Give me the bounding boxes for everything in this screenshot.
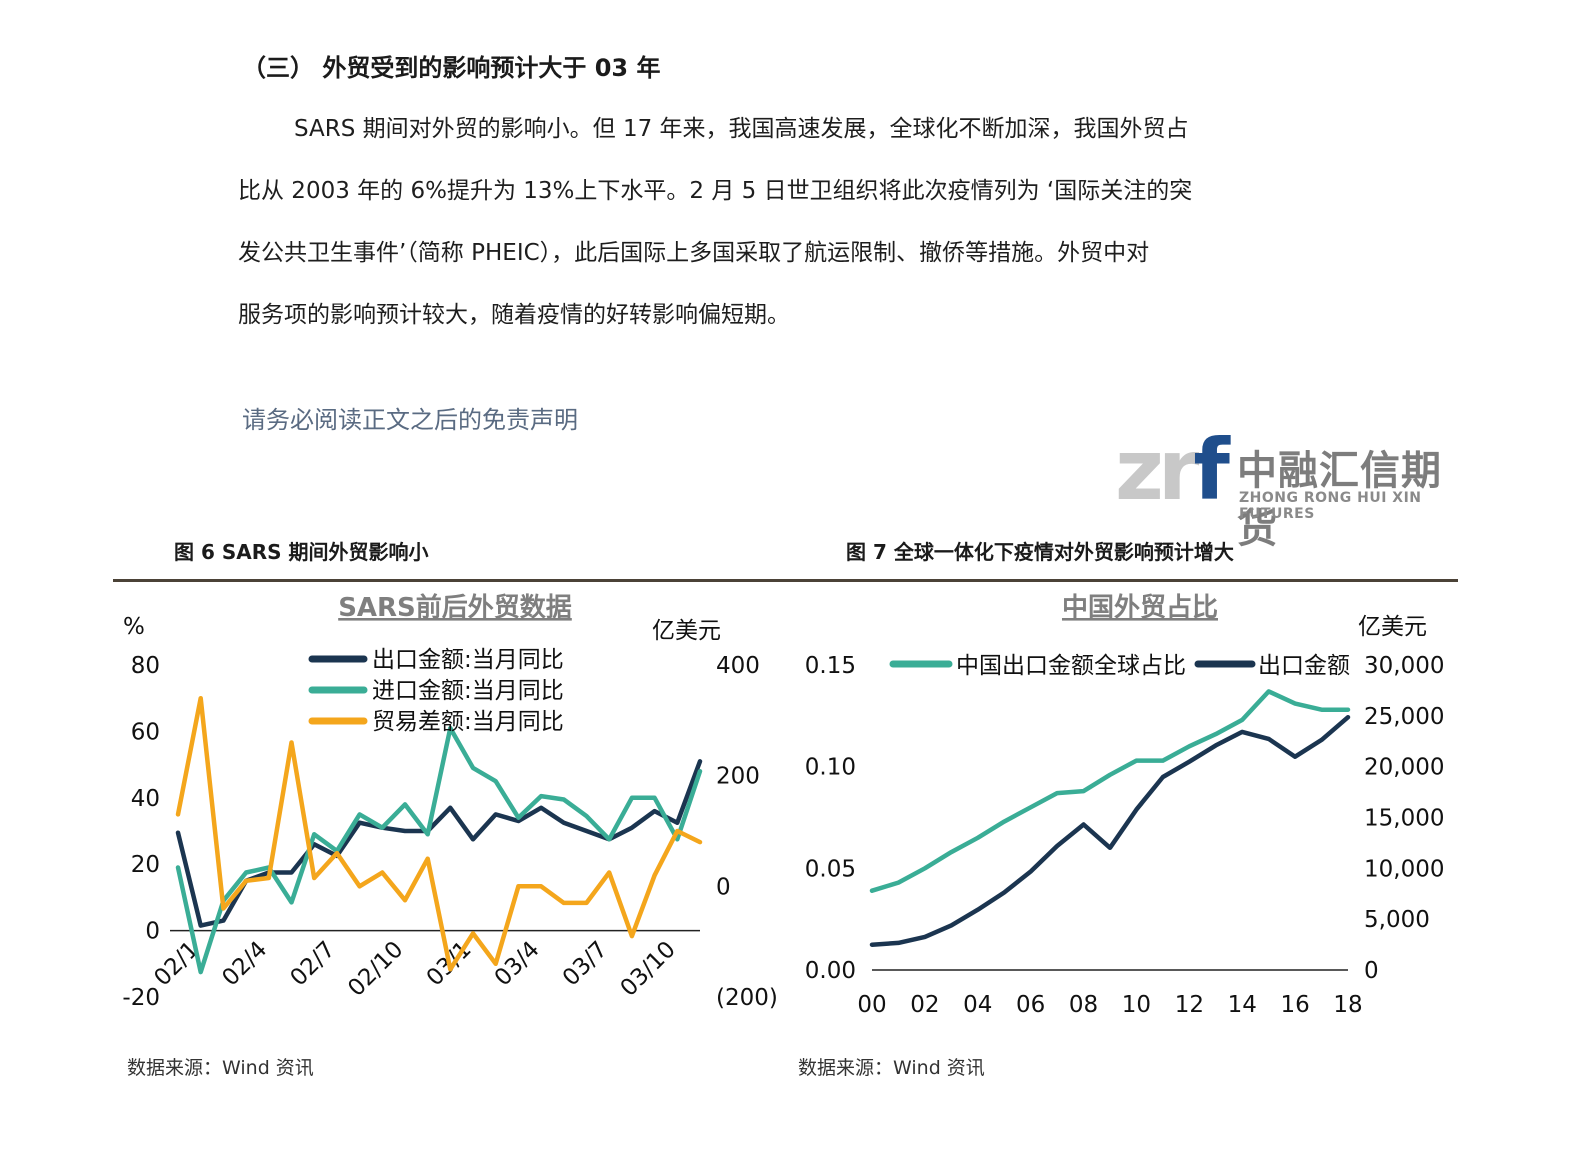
- x-tick-label: 02: [910, 992, 939, 1018]
- y-tick-left: 80: [131, 653, 160, 679]
- y-tick-left: 0.05: [805, 856, 856, 882]
- y-tick-right: (200): [716, 985, 778, 1011]
- y-axis-left-unit: %: [123, 614, 145, 640]
- figure-7-source: 数据来源：Wind 资讯: [798, 1057, 985, 1079]
- legend-label: 贸易差额:当月同比: [372, 709, 564, 735]
- series-line-2: [175, 725, 703, 975]
- y-tick-right: 20,000: [1364, 755, 1444, 781]
- legend-label: 出口金额: [1258, 653, 1350, 679]
- legend-label: 中国出口金额全球占比: [956, 653, 1186, 679]
- y-tick-right: 30,000: [1364, 653, 1444, 679]
- y-tick-left: 0: [145, 919, 160, 945]
- series-line-2: [869, 714, 1351, 947]
- figure-7-caption: 图 7 全球一体化下疫情对外贸影响预计增大: [846, 540, 1234, 564]
- body-paragraph: SARS 期间对外贸的影响小。但 17 年来，我国高速发展，全球化不断加深，我国…: [238, 98, 1338, 346]
- chart-sars-trade: SARS前后外贸数据% 亿美元806040200-204002000(200)02…: [122, 592, 778, 1011]
- chart-title: 中国外贸占比: [1062, 593, 1218, 623]
- y-tick-left: 0.10: [805, 755, 856, 781]
- series-line-1: [175, 759, 703, 928]
- x-tick-label: 12: [1175, 992, 1204, 1018]
- x-tick-label: 04: [963, 992, 992, 1018]
- x-tick-label: 06: [1016, 992, 1045, 1018]
- x-tick-label: 18: [1333, 992, 1362, 1018]
- y-tick-left: 20: [131, 852, 160, 878]
- legend-label: 出口金额:当月同比: [372, 647, 564, 673]
- section-title: （三） 外贸受到的影响预计大于 03 年: [242, 54, 661, 82]
- chart-title: SARS前后外贸数据: [338, 592, 572, 623]
- paragraph-line: SARS 期间对外贸的影响小。但 17 年来，我国高速发展，全球化不断加深，我国…: [294, 116, 1189, 142]
- y-tick-right: 25,000: [1364, 704, 1444, 730]
- y-tick-left: -20: [122, 985, 160, 1011]
- figure-6-source: 数据来源：Wind 资讯: [127, 1057, 314, 1079]
- y-tick-right: 400: [716, 653, 760, 679]
- y-tick-right: 5,000: [1364, 907, 1430, 933]
- y-tick-right: 15,000: [1364, 806, 1444, 832]
- x-tick-label: 10: [1122, 992, 1151, 1018]
- logo-chinese-name: 中融汇信期货: [1237, 448, 1442, 552]
- logo-english-name: ZHONG RONG HUI XIN FUTURES: [1239, 490, 1422, 522]
- y-tick-right: 10,000: [1364, 856, 1444, 882]
- paragraph-line: 发公共卫生事件’（简称 PHEIC），此后国际上多国采取了航运限制、撤侨等措施。…: [238, 240, 1150, 266]
- company-logo: zrf 中融汇信期货 ZHONG RONG HUI XIN FUTURES: [1115, 421, 1475, 552]
- y-axis-right-unit: 亿美元: [1358, 614, 1427, 640]
- x-tick-label: 00: [857, 992, 886, 1018]
- x-tick-label: 08: [1069, 992, 1098, 1018]
- disclaimer-text: 请务必阅读正文之后的免责声明: [242, 406, 578, 434]
- logo-mark: zrf: [1115, 421, 1230, 519]
- y-tick-right: 0: [1364, 958, 1379, 984]
- series-line-3: [175, 695, 703, 972]
- y-tick-left: 60: [131, 719, 160, 745]
- y-tick-left: 0.15: [805, 653, 856, 679]
- y-tick-left: 0.00: [805, 958, 856, 984]
- legend-label: 进口金额:当月同比: [372, 678, 564, 704]
- y-tick-right: 0: [716, 874, 731, 900]
- paragraph-line: 比从 2003 年的 6%提升为 13%上下水平。2 月 5 日世卫组织将此次疫…: [238, 178, 1193, 204]
- paragraph-line: 服务项的影响预计较大，随着疫情的好转影响偏短期。: [238, 302, 790, 328]
- series-line-1: [869, 689, 1351, 893]
- x-tick-label: 14: [1228, 992, 1257, 1018]
- y-tick-left: 40: [131, 786, 160, 812]
- y-tick-right: 200: [716, 764, 760, 790]
- caption-divider: [113, 579, 1458, 582]
- x-tick-label: 16: [1280, 992, 1309, 1018]
- y-axis-right-unit: 亿美元: [652, 618, 721, 644]
- figure-6-caption: 图 6 SARS 期间外贸影响小: [174, 540, 429, 564]
